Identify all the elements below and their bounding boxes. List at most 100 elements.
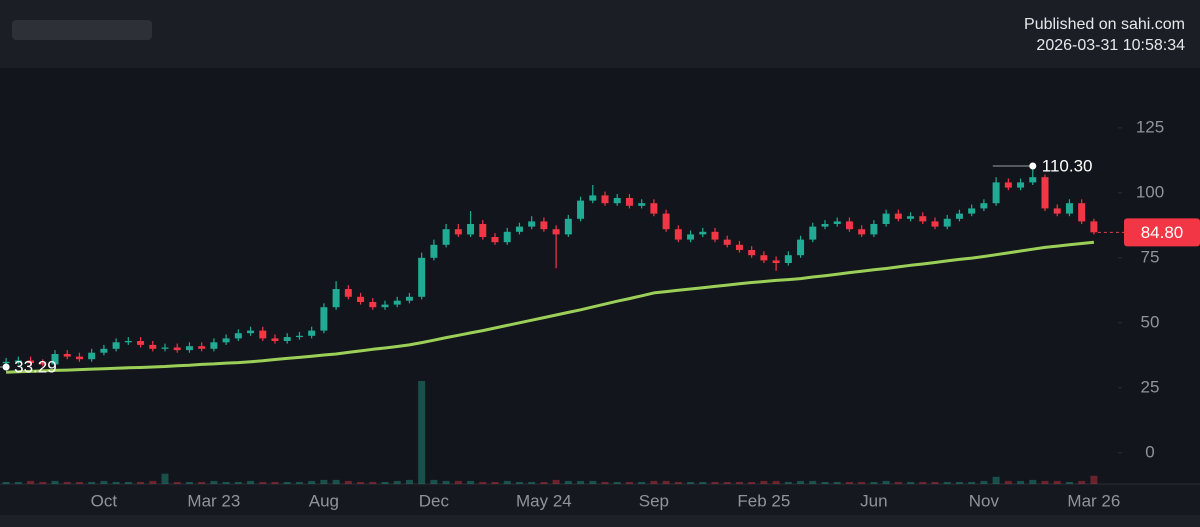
candle-body bbox=[491, 237, 499, 243]
volume-bar bbox=[564, 480, 572, 484]
volume-bar bbox=[1004, 480, 1012, 484]
candle-body bbox=[283, 337, 291, 341]
volume-bar bbox=[784, 481, 792, 484]
candle-body bbox=[369, 302, 377, 308]
volume-bar bbox=[992, 476, 1000, 484]
volume-bar bbox=[479, 481, 487, 484]
volume-bar bbox=[27, 480, 35, 484]
candle-body bbox=[1053, 208, 1061, 214]
candle-body bbox=[845, 221, 853, 230]
price-tag bbox=[1124, 218, 1200, 247]
candle-body bbox=[75, 356, 83, 360]
candle-body bbox=[185, 346, 193, 351]
candle-body bbox=[760, 255, 768, 261]
volume-bar bbox=[907, 481, 915, 484]
x-tick-label: Aug bbox=[309, 491, 339, 510]
volume-bar bbox=[283, 481, 291, 484]
volume-bar bbox=[1065, 481, 1073, 484]
volume-bar bbox=[809, 480, 817, 484]
volume-bar bbox=[894, 481, 902, 484]
y-tick-label: 100 bbox=[1136, 182, 1164, 201]
volume-bar bbox=[748, 481, 756, 484]
candle-body bbox=[625, 198, 633, 206]
volume-bar bbox=[369, 481, 377, 484]
candle-body bbox=[344, 289, 352, 297]
candle-body bbox=[418, 257, 426, 297]
volume-bar bbox=[723, 481, 731, 484]
volume-bar bbox=[308, 480, 316, 484]
candle-body bbox=[381, 304, 389, 308]
candle-body bbox=[735, 244, 743, 250]
candle-body bbox=[1004, 182, 1012, 188]
volume-bar bbox=[577, 480, 585, 484]
candle-body bbox=[723, 239, 731, 245]
bottom-strip bbox=[0, 515, 1200, 527]
volume-bar bbox=[662, 480, 670, 484]
candle-body bbox=[149, 344, 157, 349]
volume-bar bbox=[540, 481, 548, 484]
y-tick-label: 50 bbox=[1141, 312, 1160, 331]
volume-bar bbox=[259, 481, 267, 484]
candle-body bbox=[247, 330, 255, 334]
candle-body bbox=[601, 195, 609, 204]
volume-bar bbox=[943, 481, 951, 484]
candle-body bbox=[479, 224, 487, 237]
volume-bar bbox=[124, 481, 132, 484]
candle-body bbox=[919, 216, 927, 222]
volume-bar bbox=[503, 480, 511, 484]
volume-bar bbox=[393, 480, 401, 484]
candle-body bbox=[259, 330, 267, 339]
price-tag-label: 84.80 bbox=[1141, 223, 1184, 242]
candle-body bbox=[39, 363, 47, 365]
x-tick-label: Mar 23 bbox=[187, 491, 240, 510]
x-tick-label: Sep bbox=[639, 491, 669, 510]
candle-body bbox=[699, 231, 707, 235]
candle-body bbox=[564, 218, 572, 235]
candle-body bbox=[308, 330, 316, 336]
candle-body bbox=[112, 342, 120, 349]
candle-body bbox=[858, 229, 866, 235]
volume-bar bbox=[88, 481, 96, 484]
volume-bar bbox=[760, 480, 768, 484]
candle-body bbox=[454, 229, 462, 235]
candle-body bbox=[968, 208, 976, 214]
x-tick-label: May 24 bbox=[516, 491, 572, 510]
candle-body bbox=[2, 361, 10, 364]
volume-bar bbox=[51, 480, 59, 484]
candle-body bbox=[198, 346, 206, 349]
candle-body bbox=[674, 229, 682, 240]
volume-bar bbox=[418, 381, 426, 484]
volume-bar bbox=[442, 480, 450, 484]
volume-bar bbox=[1017, 480, 1025, 484]
volume-bar bbox=[357, 481, 365, 484]
candle-body bbox=[882, 213, 890, 224]
x-tick-label: Oct bbox=[91, 491, 118, 510]
candle-body bbox=[638, 203, 646, 206]
volume-bar bbox=[210, 480, 218, 484]
header-band bbox=[0, 0, 1200, 68]
candle-body bbox=[662, 213, 670, 230]
volume-bar bbox=[1029, 479, 1037, 484]
volume-bar bbox=[247, 480, 255, 484]
volume-bar bbox=[112, 481, 120, 484]
candle-body bbox=[503, 231, 511, 243]
y-tick-label: 125 bbox=[1136, 117, 1164, 136]
volume-bar bbox=[882, 480, 890, 484]
volume-bar bbox=[858, 481, 866, 484]
volume-bar bbox=[968, 481, 976, 484]
candle-body bbox=[1041, 177, 1049, 209]
candle-body bbox=[809, 226, 817, 240]
candle-body bbox=[173, 347, 181, 351]
volume-bar bbox=[185, 481, 193, 484]
volume-bar bbox=[100, 480, 108, 484]
low-marker bbox=[2, 363, 10, 371]
volume-bar bbox=[1041, 480, 1049, 484]
candle-body bbox=[63, 354, 71, 357]
volume-bar bbox=[735, 481, 743, 484]
candle-body bbox=[332, 289, 340, 308]
volume-bar bbox=[638, 481, 646, 484]
volume-bar bbox=[589, 480, 597, 484]
low-label: 33.29 bbox=[14, 357, 57, 376]
candle-body bbox=[271, 338, 279, 341]
candle-body bbox=[613, 198, 621, 204]
